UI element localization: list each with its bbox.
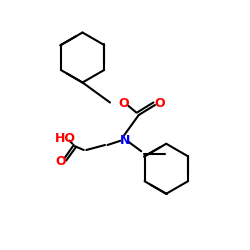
Text: O: O bbox=[56, 155, 66, 168]
Text: O: O bbox=[154, 97, 165, 110]
Text: N: N bbox=[120, 134, 130, 146]
Text: O: O bbox=[118, 97, 129, 110]
Text: HO: HO bbox=[54, 132, 76, 145]
